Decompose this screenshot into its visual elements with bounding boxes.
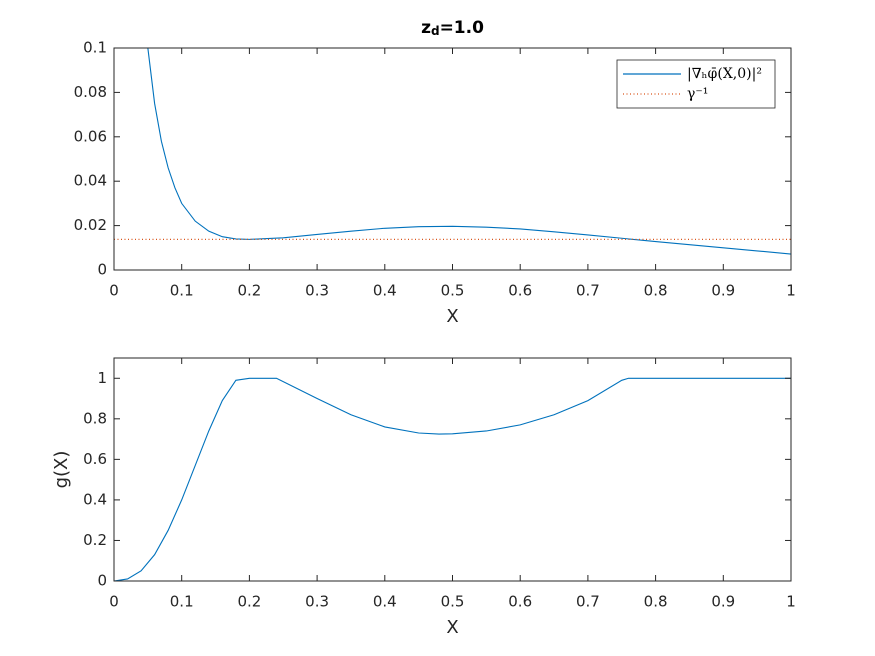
x-tick-label: 1	[786, 282, 796, 300]
y-tick-label: 0.2	[83, 531, 107, 549]
title-part: =1.0	[440, 18, 485, 38]
x-tick-label: 0.9	[711, 282, 735, 300]
y-tick-label: 0.02	[74, 216, 107, 234]
y-tick-label: 0	[97, 261, 107, 279]
x-tick-label: 0.5	[441, 282, 465, 300]
x-axis-label: X	[446, 617, 458, 638]
x-tick-label: 0.7	[576, 282, 600, 300]
x-tick-label: 0.8	[644, 593, 668, 611]
y-tick-label: 0.04	[74, 172, 107, 190]
x-tick-label: 0.3	[305, 282, 329, 300]
title-part: d	[431, 24, 440, 38]
x-axis-label: X	[446, 306, 458, 327]
y-tick-label: 0.1	[83, 39, 107, 57]
y-axis-label: g(X)	[51, 451, 72, 489]
legend-label: γ⁻¹	[687, 86, 708, 102]
x-tick-label: 0.2	[237, 282, 261, 300]
x-tick-label: 0.2	[237, 593, 261, 611]
y-tick-label: 0	[97, 572, 107, 590]
y-tick-label: 0.08	[74, 83, 107, 101]
x-tick-label: 0.3	[305, 593, 329, 611]
x-tick-label: 0	[109, 593, 119, 611]
title-part: z	[421, 18, 431, 38]
x-tick-label: 1	[786, 593, 796, 611]
x-tick-label: 0.8	[644, 282, 668, 300]
x-tick-label: 0.1	[170, 593, 194, 611]
y-tick-label: 1	[97, 369, 107, 387]
legend-box	[616, 59, 776, 109]
x-tick-label: 0.1	[170, 282, 194, 300]
chart-title: zd=1.0	[421, 18, 484, 38]
y-tick-label: 0.4	[83, 490, 107, 508]
x-tick-label: 0.4	[373, 593, 397, 611]
x-tick-label: 0.9	[711, 593, 735, 611]
x-tick-label: 0.4	[373, 282, 397, 300]
x-tick-label: 0.6	[508, 282, 532, 300]
data-line	[147, 48, 791, 255]
y-tick-label: 0.6	[83, 450, 107, 468]
plot-area	[114, 48, 791, 255]
y-tick-label: 0.06	[74, 127, 107, 145]
x-tick-label: 0.6	[508, 593, 532, 611]
legend-label: |∇ₕφ̄(X,0)|²	[687, 66, 762, 82]
plot-area	[114, 377, 791, 581]
x-tick-label: 0	[109, 282, 119, 300]
x-tick-label: 0.5	[441, 593, 465, 611]
axes-background	[114, 358, 791, 581]
data-line	[114, 377, 791, 581]
y-tick-label: 0.8	[83, 409, 107, 427]
x-tick-label: 0.7	[576, 593, 600, 611]
